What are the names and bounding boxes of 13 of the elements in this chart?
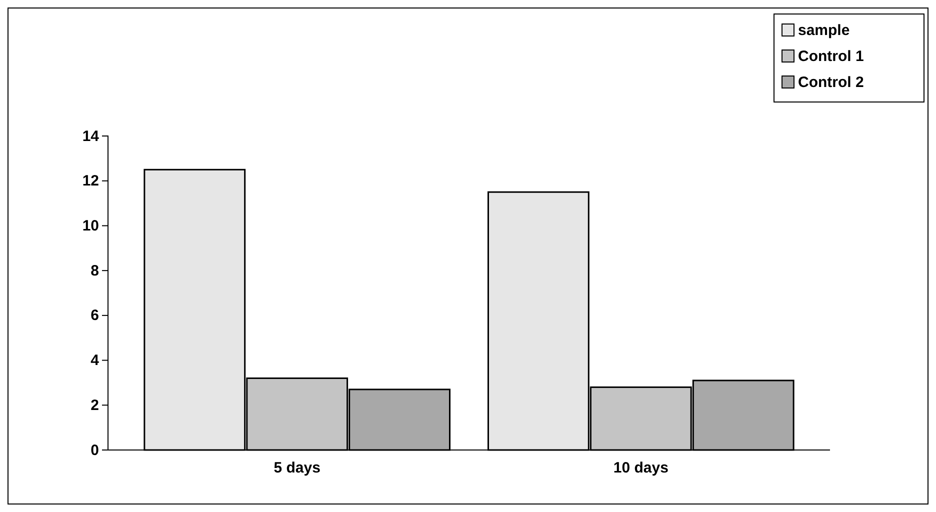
y-tick-label: 4: [90, 352, 100, 370]
y-tick-label: 0: [90, 442, 99, 459]
legend-label: sample: [798, 22, 850, 39]
x-tick-label: 5 days: [274, 460, 320, 477]
legend-label: Control 2: [798, 74, 864, 91]
x-tick-label: 10 days: [613, 460, 668, 477]
y-tick-label: 14: [82, 128, 100, 145]
y-tick-label: 2: [90, 396, 99, 414]
y-tick-label: 10: [82, 218, 99, 235]
y-tick-label: 12: [82, 172, 99, 190]
y-tick-label: 8: [90, 262, 99, 280]
y-tick-label: 6: [90, 307, 99, 324]
legend-label: Control 1: [798, 48, 864, 65]
